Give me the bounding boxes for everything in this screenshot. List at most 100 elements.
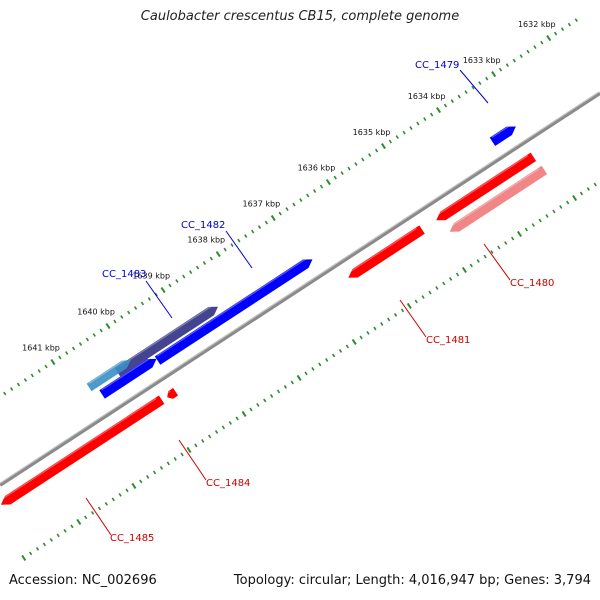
forward-scale-tick: [195, 265, 200, 270]
genome-summary: Topology: circular; Length: 4,016,947 bp…: [233, 573, 591, 588]
genome-backbone: [0, 91, 600, 487]
reverse-scale-tick: [421, 295, 425, 299]
forward-scale-tick: [285, 207, 289, 211]
gene-cc1484-arrow-body: [167, 388, 179, 399]
forward-scale-tick: [244, 234, 248, 238]
forward-scale-tick: [189, 270, 193, 274]
reverse-scale-tick: [90, 511, 95, 515]
scale-label: 1637 kbp: [243, 200, 281, 209]
forward-scale-tick: [540, 40, 544, 45]
forward-scale-tick: [380, 143, 386, 150]
gene-cc1482-shadow-arrow[interactable]: [114, 305, 218, 377]
gene-cc1483-arrow[interactable]: [99, 357, 157, 399]
reverse-scale-tick: [28, 551, 33, 556]
gene-cc1483-arrow-body: [99, 358, 157, 399]
forward-scale-tick: [182, 274, 186, 279]
forward-scale-tick: [519, 54, 523, 59]
forward-scale-tick: [574, 18, 578, 23]
forward-scale-tick: [270, 214, 276, 222]
gene-label[interactable]: CC_1483: [102, 269, 146, 280]
reverse-scale-tick: [35, 546, 40, 551]
map-title: Caulobacter crescentus CB15, complete ge…: [140, 9, 460, 24]
reverse-scale-tick: [290, 380, 294, 385]
reverse-scale-tick: [241, 410, 247, 417]
forward-scale-tick: [85, 337, 90, 342]
reverse-scale-tick: [559, 205, 563, 209]
forward-scale-tick: [113, 319, 117, 324]
gene-label[interactable]: CC_1480: [510, 278, 554, 289]
gene-cc1480-arrow-body: [436, 152, 537, 221]
reverse-scale-tick: [455, 272, 460, 277]
forward-scale-tick: [127, 310, 131, 315]
reverse-scale-tick: [566, 200, 570, 205]
forward-scale-tick: [423, 117, 427, 121]
forward-scale-tick: [395, 135, 399, 139]
forward-scale-tick: [409, 126, 413, 130]
reverse-scale-tick: [338, 349, 343, 353]
gene-cc1482-arrow-body: [154, 259, 313, 365]
reverse-scale-tick: [146, 475, 150, 479]
forward-scale-tick: [133, 306, 138, 310]
gene-cc1482-arrow[interactable]: [154, 257, 313, 365]
forward-scale-tick: [215, 250, 221, 258]
reverse-scale-tick: [228, 421, 232, 425]
reverse-scale-tick: [256, 403, 260, 407]
reverse-scale-tick: [579, 191, 584, 196]
forward-scale-tick: [105, 322, 111, 330]
reverse-scale-tick: [283, 385, 288, 389]
gene-label[interactable]: CC_1482: [181, 220, 225, 231]
reverse-scale-tick: [214, 430, 219, 434]
reverse-scale-tick: [118, 493, 122, 497]
gene-label[interactable]: CC_1481: [426, 335, 470, 346]
gene-cc1485-arrow[interactable]: [0, 395, 165, 505]
gene-cc1480-arrow[interactable]: [435, 152, 537, 221]
gene-cc1480-shadow-arrow[interactable]: [448, 165, 548, 232]
gene-label-leader: [483, 243, 511, 281]
reverse-scale-tick: [159, 466, 164, 470]
reverse-scale-tick: [97, 506, 102, 511]
forward-scale-tick: [58, 355, 62, 360]
reverse-scale-tick: [400, 308, 405, 313]
gene-label[interactable]: CC_1479: [415, 60, 459, 71]
forward-scale-tick: [533, 45, 537, 50]
forward-scale-tick: [430, 112, 434, 117]
reverse-scale-tick: [586, 187, 590, 191]
gene-cc1479-arrow[interactable]: [489, 124, 516, 146]
gene-cc1484-arrow[interactable]: [166, 388, 179, 399]
reverse-scale-tick: [139, 479, 143, 484]
forward-scale-tick: [44, 364, 48, 369]
reverse-scale-tick: [201, 439, 205, 443]
gene-label-leader: [459, 69, 489, 104]
reverse-scale-tick: [345, 344, 349, 349]
forward-scale-tick: [526, 49, 530, 54]
genome-backbone-highlight: [0, 91, 600, 484]
scale-label: 1633 kbp: [463, 56, 501, 65]
scale-label: 1634 kbp: [408, 92, 446, 101]
accession-text: Accession: NC_002696: [9, 573, 157, 588]
reverse-scale-tick: [517, 230, 522, 238]
reverse-scale-tick: [166, 461, 170, 466]
forward-scale-tick: [312, 189, 317, 193]
gene-cc1480-shadow-arrow-bevel: [448, 168, 540, 228]
gene-cc1481-arrow[interactable]: [347, 225, 425, 278]
reverse-scale-tick: [56, 533, 60, 538]
gene-cc1485-arrow-bevel: [0, 398, 157, 501]
reverse-scale-tick: [70, 524, 74, 529]
forward-scale-tick: [340, 171, 344, 175]
forward-scale-tick: [147, 297, 151, 301]
gene-cc1479-arrow-body: [489, 126, 516, 146]
gene-label[interactable]: CC_1485: [110, 533, 154, 544]
reverse-scale-tick: [296, 374, 302, 382]
gene-label-leader: [399, 299, 427, 338]
reverse-scale-tick: [359, 335, 363, 340]
reverse-scale-tick: [442, 281, 446, 286]
gene-label-leader: [178, 439, 207, 481]
reverse-scale-tick: [235, 416, 239, 421]
gene-label[interactable]: CC_1484: [206, 478, 250, 489]
reverse-scale-tick: [593, 182, 597, 187]
forward-scale-tick: [512, 58, 516, 63]
scale-label: 1636 kbp: [298, 164, 336, 173]
forward-scale-tick: [37, 369, 41, 373]
forward-scale-tick: [278, 211, 282, 216]
gene-cc1483-shadow-arrow[interactable]: [86, 358, 131, 392]
